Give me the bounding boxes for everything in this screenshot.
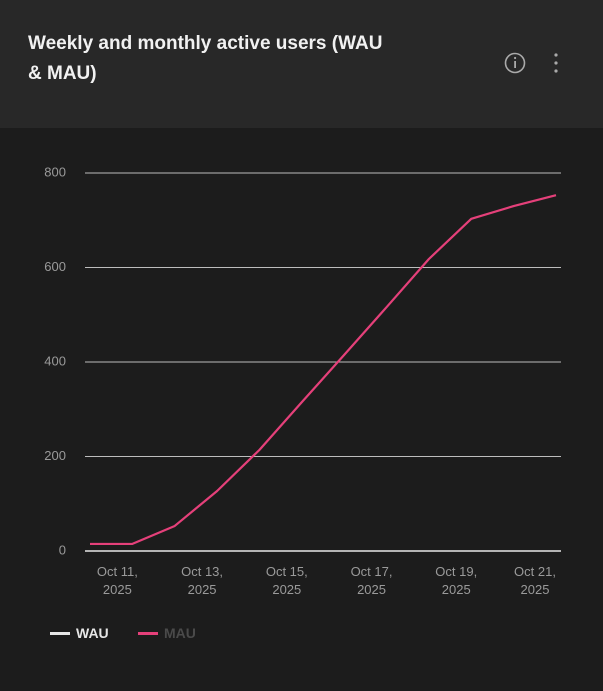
legend-label: WAU xyxy=(76,625,109,641)
legend-label: MAU xyxy=(164,625,196,641)
legend-item[interactable]: MAU xyxy=(138,624,196,642)
header: Weekly and monthly active users (WAU & M… xyxy=(0,0,603,128)
legend-swatch xyxy=(138,631,158,635)
y-tick-label: 800 xyxy=(44,164,66,179)
x-tick-label: Oct 13, 2025 xyxy=(181,564,224,597)
card-title: Weekly and monthly active users (WAU & M… xyxy=(28,33,383,84)
y-tick-label: 400 xyxy=(44,353,66,368)
x-tick-label: Oct 19, 2025 xyxy=(435,564,478,597)
y-tick-label: 600 xyxy=(44,259,66,274)
y-tick-label: 0 xyxy=(59,542,66,557)
legend-swatch xyxy=(50,631,70,635)
header-icons xyxy=(504,52,558,74)
x-tick-label: Oct 15, 2025 xyxy=(265,564,308,597)
x-tick-label: Oct 17, 2025 xyxy=(350,564,393,597)
x-tick-label: Oct 11, 2025 xyxy=(96,564,138,597)
line-series xyxy=(90,194,557,546)
info-icon[interactable] xyxy=(504,52,526,74)
legend-item[interactable]: WAU xyxy=(50,624,109,642)
more-icon[interactable] xyxy=(554,53,558,73)
x-tick-label: Oct 21, 2025 xyxy=(514,564,556,597)
y-tick-label: 200 xyxy=(44,448,66,463)
